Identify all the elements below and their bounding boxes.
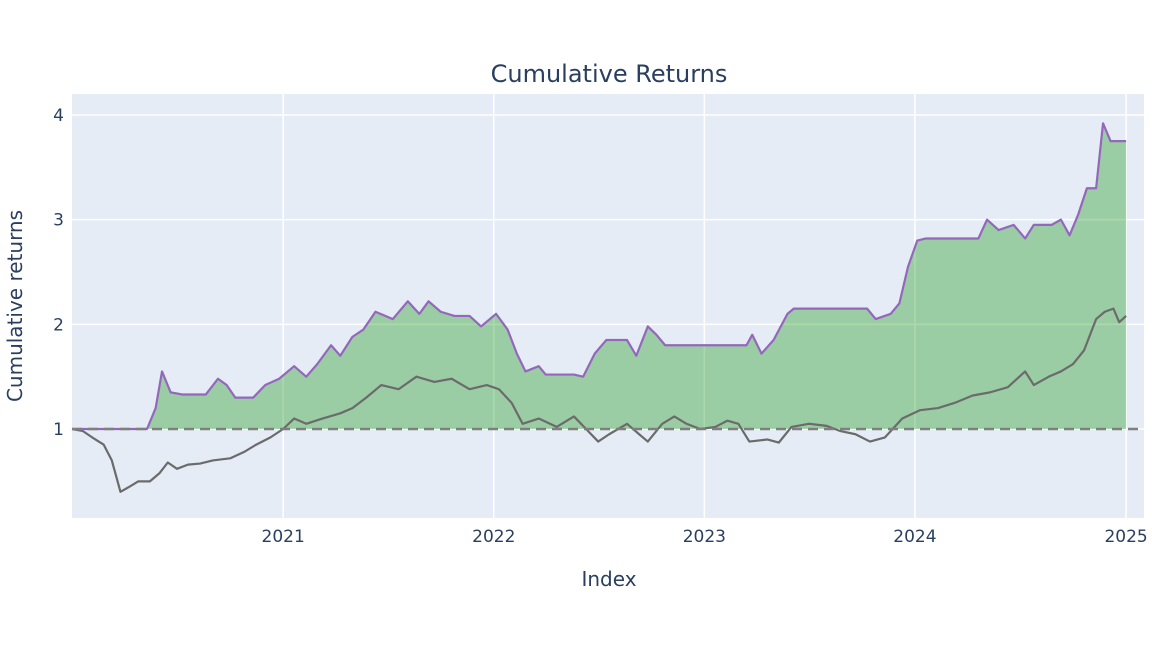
y-tick-label: 1 [53, 420, 64, 440]
y-tick-label: 3 [53, 211, 64, 231]
x-tick-label: 2021 [262, 527, 305, 547]
y-tick-label: 2 [53, 315, 64, 335]
fill-layer [72, 123, 1127, 430]
x-axis-label: Index [581, 567, 636, 591]
strategy-line [72, 122, 1127, 431]
x-tick-label: 2024 [893, 527, 936, 547]
outperformance-fill [72, 123, 1127, 430]
y-tick-label: 4 [53, 106, 64, 126]
x-tick-label: 2022 [472, 527, 515, 547]
tick-layer: 1 2 3 4 2021 2022 2023 2024 2025 [53, 106, 1148, 547]
chart-title: Cumulative Returns [491, 60, 728, 88]
y-axis-label: Cumulative returns [3, 210, 27, 402]
series-layer [71, 122, 1127, 493]
x-tick-label: 2023 [683, 527, 726, 547]
benchmark-returns-line [71, 307, 1127, 493]
x-tick-label: 2025 [1104, 527, 1147, 547]
